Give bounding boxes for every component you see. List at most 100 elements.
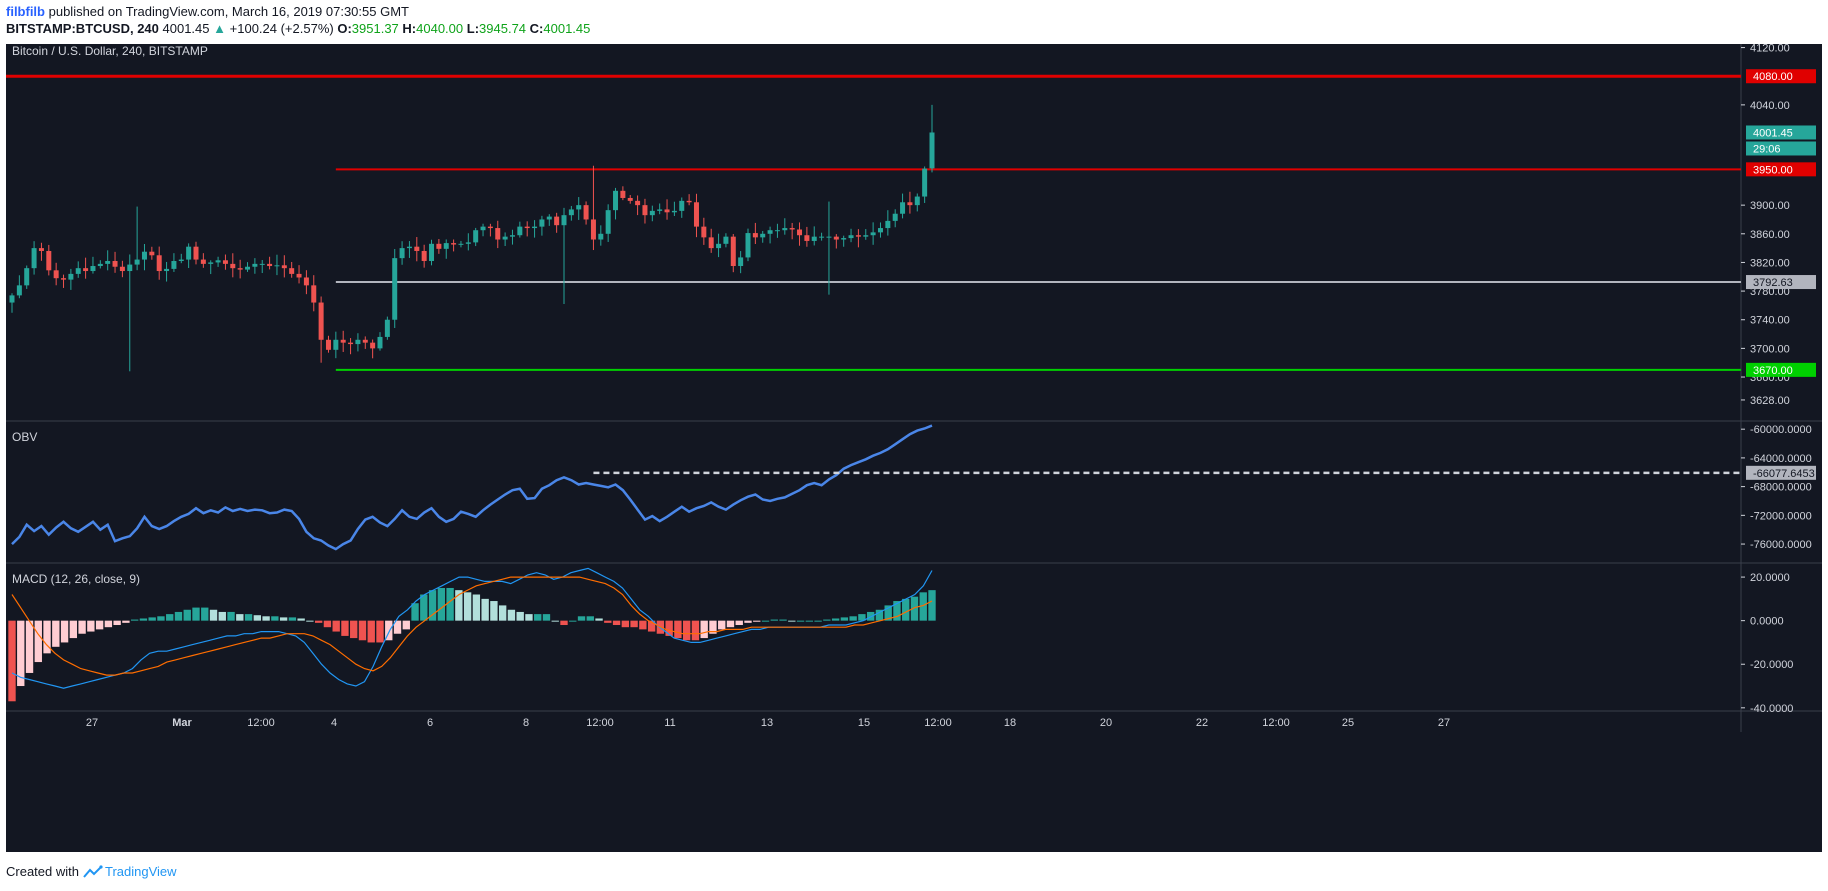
x-tick-label: 12:00 bbox=[586, 717, 614, 729]
macd-histogram-bar bbox=[437, 587, 446, 621]
candle-body bbox=[370, 342, 376, 349]
macd-histogram-bar bbox=[586, 616, 594, 621]
footer: Created with TradingView bbox=[6, 864, 177, 879]
macd-histogram-bar bbox=[779, 619, 787, 621]
macd-histogram-bar bbox=[831, 618, 840, 621]
candle-body bbox=[914, 196, 920, 206]
x-tick-label: 18 bbox=[1004, 717, 1016, 729]
level-label-box bbox=[1746, 69, 1816, 84]
candle-body bbox=[149, 251, 155, 256]
candle-body bbox=[797, 229, 803, 236]
x-tick-label: 12:00 bbox=[1262, 717, 1290, 729]
candle-body bbox=[649, 210, 655, 216]
macd-histogram-bar bbox=[227, 611, 235, 621]
candle-body bbox=[568, 209, 574, 216]
macd-histogram-bar bbox=[8, 620, 16, 702]
candle-body bbox=[436, 243, 442, 249]
macd-histogram-bar bbox=[174, 611, 183, 621]
macd-histogram-bar bbox=[157, 616, 165, 621]
macd-histogram-bar bbox=[288, 617, 297, 621]
candle-body bbox=[237, 268, 243, 270]
macd-histogram-bar bbox=[332, 620, 340, 632]
candle-body bbox=[61, 278, 67, 280]
candle-body bbox=[892, 213, 898, 221]
macd-histogram-bar bbox=[341, 620, 349, 636]
candle-body bbox=[679, 200, 685, 211]
macd-histogram-bar bbox=[639, 620, 647, 630]
macd-histogram-bar bbox=[823, 619, 831, 621]
macd-histogram-bar bbox=[507, 609, 516, 621]
macd-histogram-bar bbox=[411, 603, 419, 621]
y-tick-label: -40.0000 bbox=[1750, 703, 1793, 715]
candle-body bbox=[156, 255, 162, 272]
x-tick-label: 4 bbox=[331, 717, 337, 729]
macd-histogram-bar bbox=[34, 620, 42, 663]
candle-body bbox=[377, 336, 383, 349]
macd-histogram-bar bbox=[455, 590, 463, 621]
candle-body bbox=[627, 197, 633, 201]
candle-body bbox=[509, 235, 515, 237]
obv-level-label-text: -66077.6453 bbox=[1753, 468, 1815, 480]
countdown-label-box bbox=[1746, 141, 1816, 156]
candle-body bbox=[782, 228, 788, 231]
macd-histogram-bar bbox=[735, 620, 743, 626]
candle-body bbox=[112, 261, 118, 267]
level-label-box bbox=[1746, 275, 1816, 290]
chart-canvas[interactable]: Bitcoin / U.S. Dollar, 240, BITSTAMP 4120… bbox=[6, 44, 1822, 856]
macd-histogram-bar bbox=[148, 617, 156, 621]
candle-body bbox=[877, 228, 883, 233]
x-tick-label: 13 bbox=[761, 717, 773, 729]
last-price-label-text: 4001.45 bbox=[1753, 127, 1793, 139]
candle-body bbox=[46, 250, 52, 271]
candle-body bbox=[259, 263, 265, 265]
candle-body bbox=[789, 228, 795, 230]
candle-body bbox=[693, 202, 699, 227]
macd-histogram-bar bbox=[463, 592, 472, 621]
candle-body bbox=[141, 251, 147, 260]
candle-body bbox=[208, 262, 214, 264]
macd-histogram-bar bbox=[209, 609, 218, 621]
candle-body bbox=[311, 285, 317, 303]
macd-histogram-bar bbox=[744, 620, 752, 623]
candle-body bbox=[605, 210, 611, 234]
candle-body bbox=[804, 235, 810, 241]
macd-histogram-bar bbox=[691, 620, 700, 641]
candle-body bbox=[613, 190, 619, 211]
candle-body bbox=[222, 260, 228, 264]
macd-histogram-bar bbox=[718, 620, 726, 630]
macd-histogram-bar bbox=[612, 620, 621, 626]
x-tick-label: 22 bbox=[1196, 717, 1208, 729]
candle-body bbox=[730, 236, 736, 267]
candle-body bbox=[833, 236, 839, 240]
candle-body bbox=[870, 232, 876, 236]
x-tick-label: 12:00 bbox=[247, 717, 275, 729]
obv-level-label: -66077.6453 bbox=[1746, 465, 1816, 480]
macd-histogram-bar bbox=[753, 620, 761, 622]
candle-body bbox=[333, 339, 339, 350]
candle-body bbox=[134, 259, 140, 265]
x-tick-label: 25 bbox=[1342, 717, 1354, 729]
macd-histogram-bar bbox=[621, 620, 630, 628]
candle-body bbox=[642, 205, 648, 216]
high-label: H: bbox=[402, 21, 417, 36]
macd-histogram-bar bbox=[104, 620, 113, 628]
candle-body bbox=[186, 246, 192, 260]
candle-body bbox=[532, 226, 538, 229]
macd-histogram-bar bbox=[595, 618, 603, 621]
candle-body bbox=[826, 236, 832, 238]
candle-body bbox=[267, 263, 273, 267]
candle-body bbox=[230, 263, 236, 269]
candle-body bbox=[384, 319, 390, 337]
created-with-label: Created with bbox=[6, 864, 79, 879]
candle-body bbox=[848, 235, 854, 239]
tradingview-brand[interactable]: TradingView bbox=[83, 864, 177, 879]
up-arrow-icon: ▲ bbox=[213, 21, 227, 36]
x-tick-label: 20 bbox=[1100, 717, 1112, 729]
author-name[interactable]: filbfilb bbox=[6, 4, 45, 19]
candle-body bbox=[635, 200, 641, 206]
candle-body bbox=[97, 263, 103, 267]
signal-line bbox=[11, 576, 933, 676]
candle-body bbox=[554, 216, 560, 226]
candle-body bbox=[576, 205, 582, 210]
candle-body bbox=[723, 236, 729, 244]
